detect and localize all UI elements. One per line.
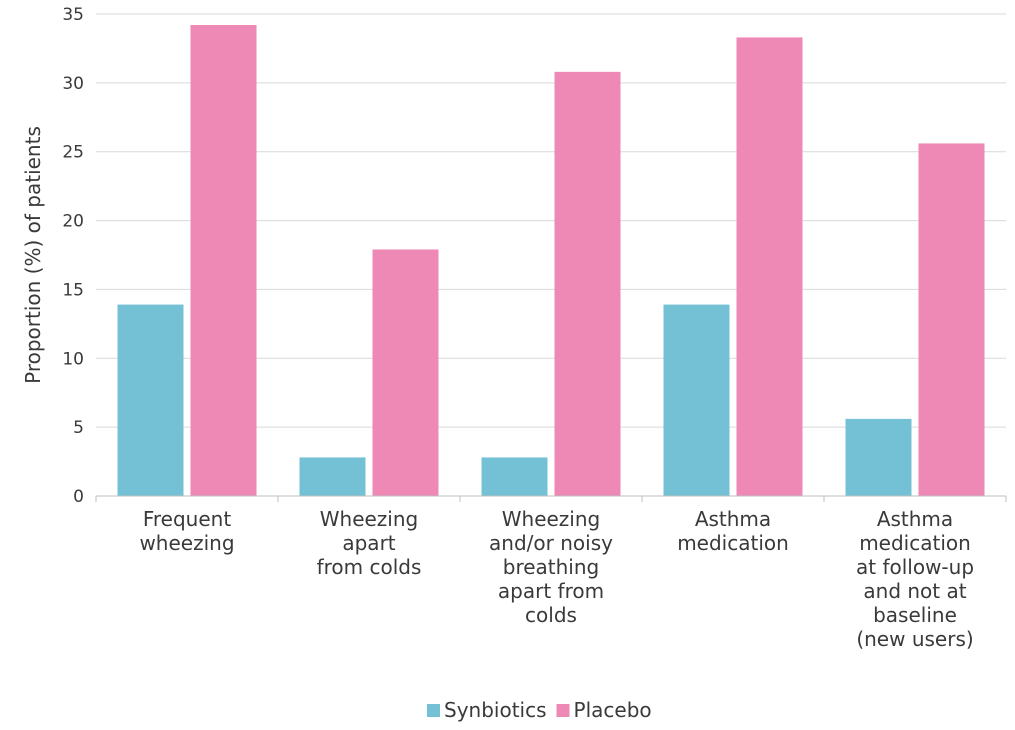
category-label-line: Asthma <box>877 507 953 531</box>
category-label-line: (new users) <box>856 627 973 651</box>
legend-label-synbiotics: Synbiotics <box>444 698 547 722</box>
bar-synbiotics <box>299 457 366 496</box>
category-label: Asthma medication <box>677 507 789 555</box>
category-label: Wheezing apart from colds <box>317 507 422 579</box>
y-axis-title: Proportion (%) of patients <box>21 126 45 384</box>
category-label: Asthma medication at follow-up and not at ba… <box>856 507 974 651</box>
y-tick-label: 25 <box>62 143 84 163</box>
category-label-line: at follow-up <box>856 555 974 579</box>
category-label-line: Wheezing <box>320 507 419 531</box>
y-tick-label: 35 <box>62 5 84 25</box>
category-label-line: baseline <box>873 603 957 627</box>
category-label-line: and/or noisy <box>489 531 613 555</box>
y-tick-label: 10 <box>62 349 84 369</box>
bar-synbiotics <box>663 304 730 496</box>
category-label-line: Asthma <box>695 507 771 531</box>
category-label-line: apart from <box>498 579 604 603</box>
bar-synbiotics <box>845 418 912 496</box>
category-label-line: Wheezing <box>502 507 601 531</box>
legend-swatch-placebo <box>556 704 570 717</box>
category-label-line: breathing <box>503 555 599 579</box>
y-tick-label: 5 <box>73 418 84 438</box>
category-label-line: apart <box>342 531 395 555</box>
y-tick-label: 0 <box>73 487 84 507</box>
category-label-line: from colds <box>317 555 422 579</box>
category-label-line: medication <box>859 531 971 555</box>
bar-placebo <box>736 37 803 496</box>
category-label-line: wheezing <box>139 531 234 555</box>
category-label-line: and not at <box>863 579 966 603</box>
y-tick-label: 30 <box>62 74 84 94</box>
category-label-line: colds <box>525 603 577 627</box>
legend-swatch-synbiotics <box>427 704 440 717</box>
y-tick-label: 15 <box>62 280 84 300</box>
category-label: Frequent wheezing <box>139 507 234 555</box>
legend: Synbiotics Placebo <box>427 698 652 722</box>
bar-placebo <box>918 143 985 497</box>
bar-placebo <box>372 249 439 496</box>
x-axis <box>95 495 1007 502</box>
bar-synbiotics <box>481 457 548 496</box>
bar-placebo <box>190 25 257 496</box>
category-label-line: Frequent <box>143 507 231 531</box>
bars <box>117 25 985 497</box>
y-tick-label: 20 <box>62 212 84 232</box>
category-label-line: medication <box>677 531 789 555</box>
bar-placebo <box>554 71 621 496</box>
category-label: Wheezing and/or noisy breathing apart from c… <box>489 507 613 627</box>
legend-label-placebo: Placebo <box>574 698 652 722</box>
bar-synbiotics <box>117 304 184 496</box>
y-axis-ticks: 0 5 10 15 20 25 30 35 <box>62 5 84 507</box>
